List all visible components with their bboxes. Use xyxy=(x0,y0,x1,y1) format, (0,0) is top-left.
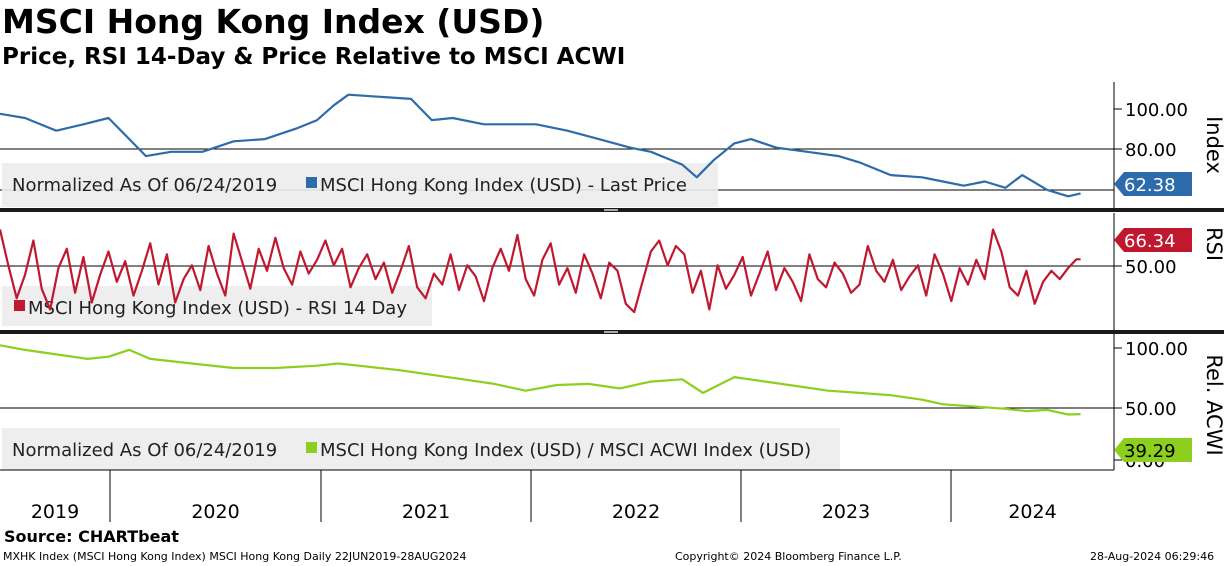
legend-swatch-price xyxy=(306,177,317,188)
legend-label-relative: MSCI Hong Kong Index (USD) / MSCI ACWI I… xyxy=(320,440,811,461)
tick-label-rsi-0: 50.00 xyxy=(1125,257,1177,278)
axis-title-price: Index xyxy=(1202,116,1224,174)
year-label-2019: 2019 xyxy=(31,501,79,523)
axis-title-rsi: RSI xyxy=(1202,227,1224,261)
footer-timestamp: 28-Aug-2024 06:29:46 xyxy=(1090,550,1215,563)
legend-prefix-price: Normalized As Of 06/24/2019 xyxy=(12,175,277,196)
separator-1-grip xyxy=(604,209,618,211)
footer-left: MXHK Index (MSCI Hong Kong Index) MSCI H… xyxy=(3,550,467,563)
legend-swatch-relative xyxy=(306,442,317,453)
tick-label-relative-1: 50.00 xyxy=(1125,399,1177,420)
tick-label-relative-0: 100.00 xyxy=(1125,339,1188,360)
tick-label-price-1: 80.00 xyxy=(1125,140,1177,161)
legend-label-rsi: MSCI Hong Kong Index (USD) - RSI 14 Day xyxy=(28,298,407,319)
year-label-2022: 2022 xyxy=(612,501,660,523)
legend-label-price: MSCI Hong Kong Index (USD) - Last Price xyxy=(320,175,687,196)
legend-prefix-relative: Normalized As Of 06/24/2019 xyxy=(12,440,277,461)
series-line-rsi xyxy=(0,228,1081,314)
year-label-2024: 2024 xyxy=(1008,501,1056,523)
chart-subtitle: Price, RSI 14-Day & Price Relative to MS… xyxy=(2,44,626,70)
last-value-label-rsi: 66.34 xyxy=(1124,231,1176,252)
legend-box-price xyxy=(2,163,718,207)
last-value-flag-price xyxy=(1114,172,1192,196)
last-value-label-price: 62.38 xyxy=(1124,175,1176,196)
tick-label-price-0: 100.00 xyxy=(1125,100,1188,121)
year-label-2023: 2023 xyxy=(822,501,870,523)
series-line-price xyxy=(0,93,1081,198)
legend-swatch-rsi xyxy=(14,300,25,311)
year-label-2021: 2021 xyxy=(402,501,450,523)
last-value-flag-rsi xyxy=(1114,228,1192,252)
series-line-relative xyxy=(0,344,1081,416)
legend-box-rsi xyxy=(2,286,432,326)
chart-title: MSCI Hong Kong Index (USD) xyxy=(2,2,545,41)
last-value-flag-relative xyxy=(1114,438,1192,462)
year-label-2020: 2020 xyxy=(191,501,239,523)
axis-title-relative: Rel. ACWI xyxy=(1202,354,1224,455)
separator-2-grip xyxy=(604,331,618,333)
last-value-label-relative: 39.29 xyxy=(1124,441,1176,462)
legend-box-relative xyxy=(2,428,840,470)
source-label: Source: CHARTbeat xyxy=(4,527,179,546)
footer-copyright: Copyright© 2024 Bloomberg Finance L.P. xyxy=(675,550,902,563)
